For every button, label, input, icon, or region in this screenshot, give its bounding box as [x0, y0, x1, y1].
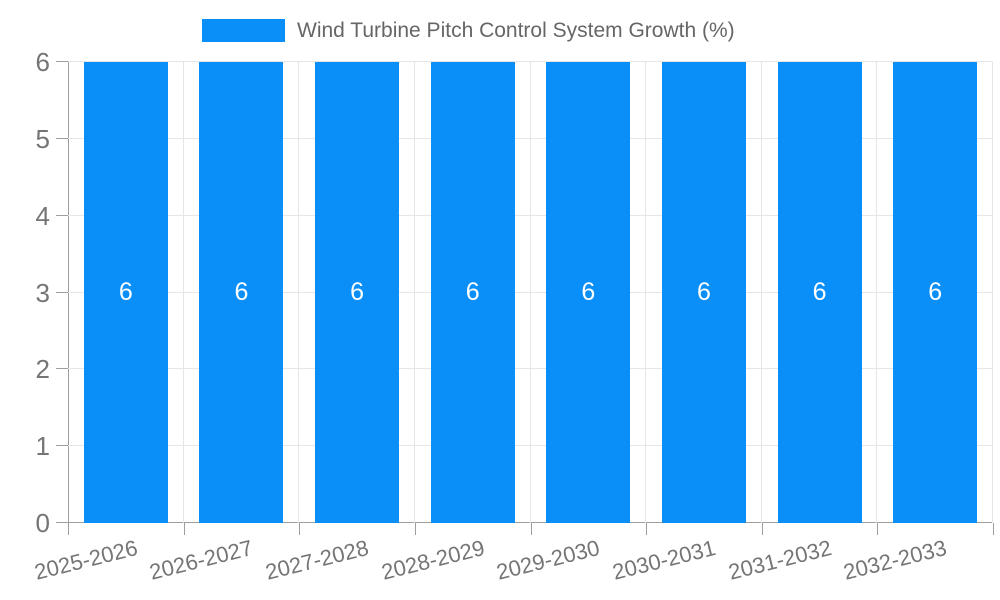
y-tick-label: 3: [35, 277, 50, 308]
x-gridline: [645, 62, 647, 523]
bar-value-label: 6: [234, 278, 249, 306]
legend-label: Wind Turbine Pitch Control System Growth…: [297, 19, 735, 42]
y-axis-tick: [56, 137, 68, 139]
bar[interactable]: 6: [430, 62, 515, 523]
bar[interactable]: 6: [893, 62, 978, 523]
y-gridline: [68, 137, 993, 139]
bar[interactable]: 6: [546, 62, 631, 523]
y-tick-label: 6: [35, 47, 50, 77]
bar[interactable]: 6: [315, 62, 400, 523]
y-tick-label: 2: [35, 354, 50, 385]
x-gridline: [529, 62, 531, 523]
bar-value-label: 6: [581, 278, 596, 306]
y-axis-tick: [56, 61, 68, 62]
x-axis-tick: [761, 523, 763, 535]
y-tick-label: 4: [35, 200, 50, 231]
x-gridline: [760, 62, 762, 523]
y-gridline: [68, 368, 993, 370]
y-axis-tick: [56, 214, 68, 216]
x-axis-tick: [299, 523, 301, 535]
bar[interactable]: 6: [661, 62, 746, 523]
x-axis-tick: [993, 523, 994, 535]
y-gridline: [68, 61, 993, 62]
x-gridline: [876, 62, 878, 523]
bar-value-label: 6: [928, 278, 943, 306]
legend-item[interactable]: Wind Turbine Pitch Control System Growth…: [202, 19, 735, 42]
x-gridline: [298, 62, 300, 523]
bar-value-label: 6: [696, 278, 711, 306]
bar-value-label: 6: [118, 278, 133, 306]
y-tick-label: 1: [35, 431, 50, 462]
y-gridline: [68, 214, 993, 216]
plot-area: [68, 62, 993, 523]
x-gridline: [992, 62, 993, 523]
y-axis-tick: [56, 445, 68, 447]
bar[interactable]: 6: [777, 62, 862, 523]
x-axis-tick: [68, 523, 69, 535]
bar-value-label: 6: [812, 278, 827, 306]
legend-swatch-icon: [202, 19, 285, 42]
x-axis-tick: [646, 523, 648, 535]
y-axis-tick: [56, 522, 68, 523]
y-axis-tick: [56, 368, 68, 370]
x-gridline: [182, 62, 184, 523]
x-gridline: [413, 62, 415, 523]
bar[interactable]: 6: [83, 62, 168, 523]
x-axis-tick: [183, 523, 185, 535]
y-tick-label: 5: [35, 123, 50, 154]
bar-value-label: 6: [350, 278, 365, 306]
bar-value-label: 6: [465, 278, 480, 306]
y-gridline: [68, 291, 993, 293]
x-axis-tick: [877, 523, 879, 535]
x-axis-tick: [414, 523, 416, 535]
y-gridline: [68, 445, 993, 447]
bar[interactable]: 6: [199, 62, 284, 523]
y-axis-tick: [56, 291, 68, 293]
x-axis-tick: [530, 523, 532, 535]
y-tick-label: 0: [35, 508, 50, 538]
